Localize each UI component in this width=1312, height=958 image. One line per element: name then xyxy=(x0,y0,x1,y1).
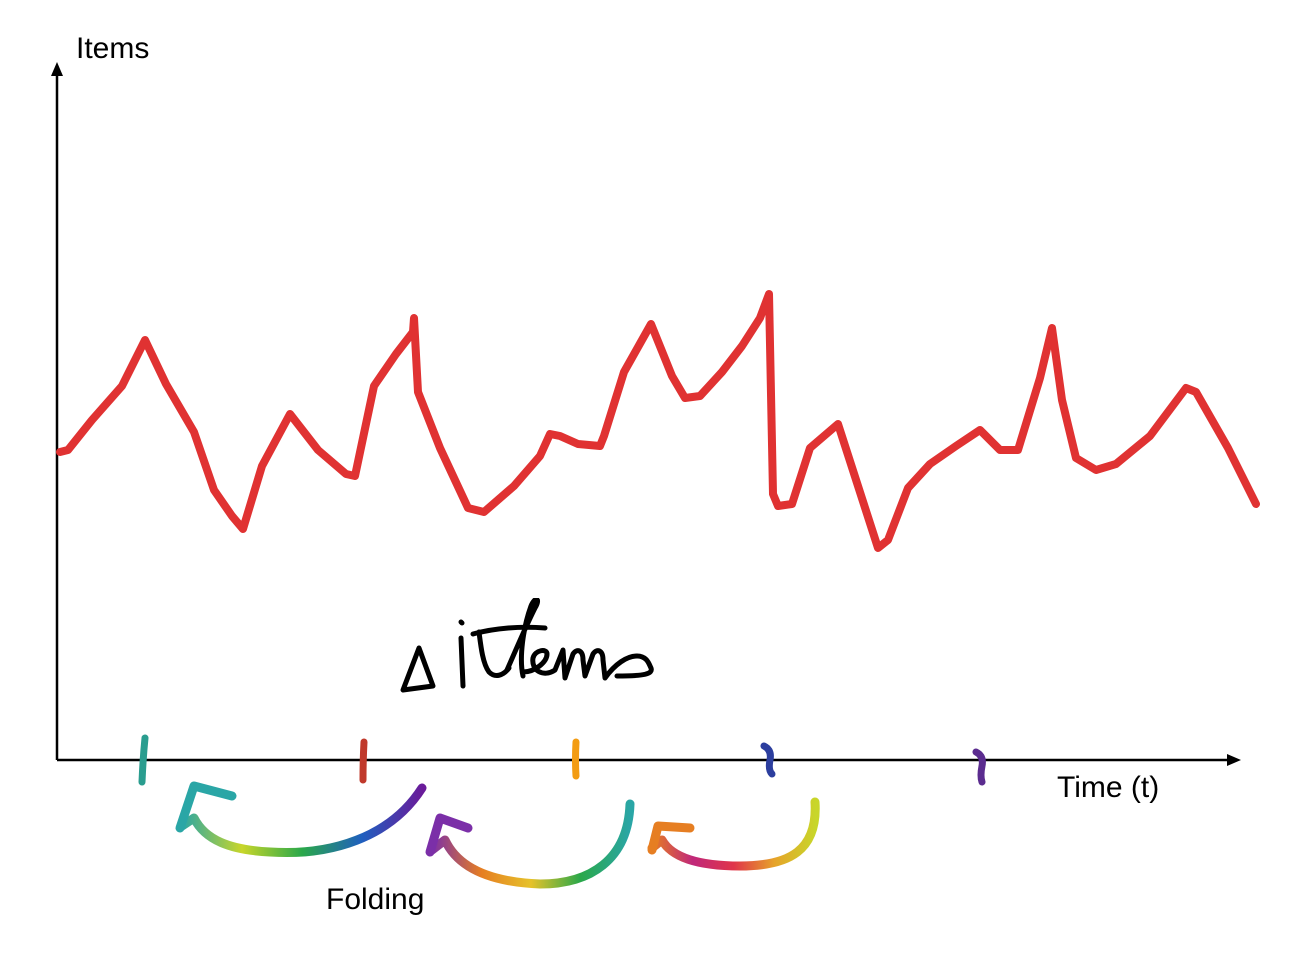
fold-arrow-3-curve xyxy=(647,797,820,871)
x-axis-label: Time (t) xyxy=(1057,771,1160,804)
fold-arrow-3 xyxy=(647,797,820,871)
letters-ems xyxy=(520,647,654,681)
fold-arrow-1-head xyxy=(175,781,237,833)
time-tick-marks xyxy=(138,734,986,786)
y-axis-label: Items xyxy=(76,32,150,65)
tick-mark-4 xyxy=(760,742,776,778)
letter-i-stem xyxy=(458,635,466,689)
x-axis xyxy=(57,754,1241,766)
y-axis xyxy=(51,62,63,760)
fold-arrow-2-head xyxy=(425,813,473,857)
tick-mark-3 xyxy=(572,738,580,780)
delta-symbol-stroke xyxy=(400,645,436,693)
fold-arrow-1-curve xyxy=(177,783,427,858)
handwritten-delta-items-note xyxy=(400,598,654,693)
fold-arrow-2 xyxy=(425,799,635,889)
fold-arrow-2-curve xyxy=(427,799,635,889)
letter-t-crossbar xyxy=(470,624,548,637)
tick-mark-5 xyxy=(972,748,986,786)
letter-t-stem xyxy=(476,629,512,678)
letter-i-dot xyxy=(458,619,465,626)
folding-arrows xyxy=(175,781,820,889)
fold-arrow-1 xyxy=(175,781,427,858)
folding-label: Folding xyxy=(326,883,425,916)
fold-arrow-3-head xyxy=(647,821,695,855)
x-axis-arrowhead xyxy=(1227,754,1241,766)
items-signal-line xyxy=(56,290,1260,552)
y-axis-arrowhead xyxy=(51,62,63,76)
tick-mark-2 xyxy=(359,738,368,784)
tick-mark-1 xyxy=(138,734,149,786)
letter-t-tall-stroke xyxy=(504,598,540,679)
